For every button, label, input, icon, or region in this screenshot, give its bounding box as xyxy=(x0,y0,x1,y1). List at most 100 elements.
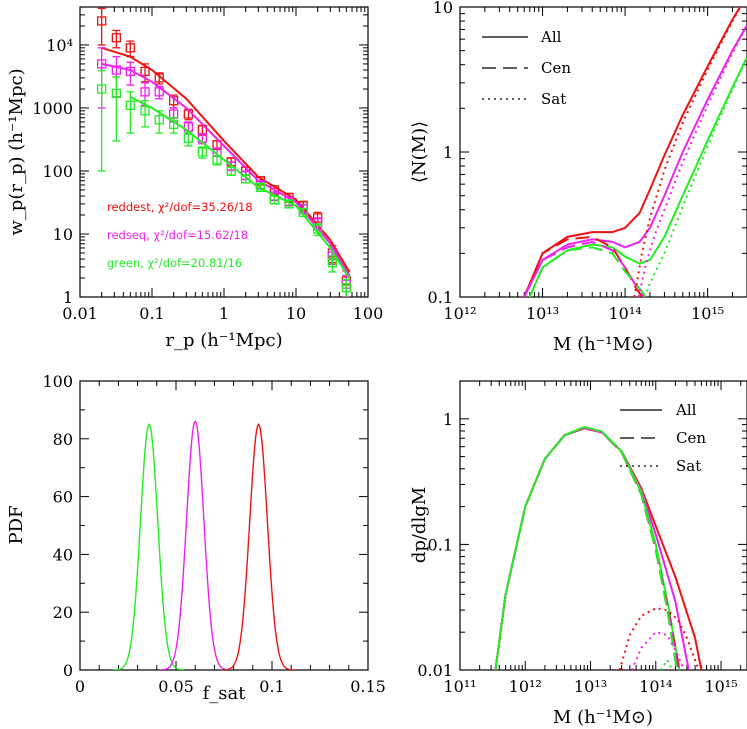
model-curve xyxy=(129,95,351,279)
y-tick-label: 40 xyxy=(53,545,73,564)
data-point xyxy=(97,59,107,69)
x-tick-label: 10¹³ xyxy=(574,677,607,696)
data-point xyxy=(341,283,351,293)
y-tick-label: 0.1 xyxy=(428,535,453,554)
wp-rp-panel: 0.01 0.1 1 10 100 1 10 100 1000 10⁴ reddest, χ²/do… xyxy=(6,6,383,351)
plot-frame xyxy=(79,6,369,298)
mass-curve xyxy=(494,427,681,670)
data-point xyxy=(125,100,135,110)
data-point xyxy=(241,174,251,184)
y-tick-label: 20 xyxy=(53,603,73,622)
mass-curve xyxy=(660,658,674,670)
plot-area xyxy=(97,7,351,297)
data-point xyxy=(269,195,279,205)
series-annotation: redseq, χ²/dof=15.62/18 xyxy=(107,228,248,242)
hod-curve xyxy=(643,56,747,297)
y-tick-label: 0.01 xyxy=(417,661,453,680)
y-tick-label: 80 xyxy=(53,430,73,449)
y-tick-label: 1000 xyxy=(32,99,73,118)
data-point xyxy=(140,66,150,77)
data-point xyxy=(97,16,107,26)
y-tick-label: 1 xyxy=(443,410,453,429)
hod-curve xyxy=(523,7,742,297)
x-tick-label: 1 xyxy=(219,304,229,323)
legend-label: All xyxy=(540,28,562,46)
data-point xyxy=(183,133,194,143)
data-point xyxy=(298,207,308,218)
y-axis-label: PDF xyxy=(6,505,27,544)
x-tick-label: 10¹⁵ xyxy=(691,304,724,323)
y-tick-label: 0 xyxy=(63,661,73,680)
x-tick-label: 0 xyxy=(75,677,85,696)
x-axis-label: f_sat xyxy=(203,683,247,704)
pdf-curve xyxy=(221,423,295,670)
mass-curve xyxy=(494,426,680,670)
y-axis-label: ⟨N(M)⟩ xyxy=(409,121,430,183)
data-point xyxy=(154,87,164,97)
mass-distribution-panel: 10¹¹ 10¹² 10¹³ 10¹⁴ 10¹⁵ 0.01 0.1 1 All Cen Sat M (… xyxy=(409,380,747,728)
y-axis-label: dp/dlgM xyxy=(409,487,430,563)
data-point xyxy=(169,119,179,129)
plot-area xyxy=(523,7,747,297)
x-tick-label: 10¹² xyxy=(509,677,542,696)
x-tick-label: 0.05 xyxy=(158,677,194,696)
data-point xyxy=(284,199,294,209)
mass-curve xyxy=(494,425,681,670)
legend-label: Cen xyxy=(676,429,706,447)
hod-curve xyxy=(633,7,742,297)
hod-curve xyxy=(637,24,747,297)
y-tick-label: 60 xyxy=(53,488,73,507)
legend-label: Sat xyxy=(676,457,701,475)
y-tick-label: 100 xyxy=(42,372,73,391)
data-point xyxy=(313,224,323,234)
data-point xyxy=(226,166,236,176)
x-tick-label: 10¹¹ xyxy=(443,677,476,696)
legend-label: Sat xyxy=(541,90,566,108)
data-point xyxy=(327,258,338,268)
x-tick-label: 10¹⁵ xyxy=(704,677,737,696)
hod-panel: 10¹² 10¹³ 10¹⁴ 10¹⁵ 0.1 1 10 All Cen Sat M (h⁻¹M⊙)… xyxy=(409,0,747,355)
plot-area xyxy=(494,425,703,670)
x-tick-label: 10¹² xyxy=(443,304,476,323)
data-point xyxy=(255,182,266,192)
mass-curve xyxy=(494,425,678,670)
legend-label: Cen xyxy=(541,59,571,77)
hod-curve xyxy=(523,240,645,297)
y-tick-label: 10 xyxy=(433,0,453,17)
x-tick-label: 10 xyxy=(286,304,306,323)
data-point xyxy=(154,73,164,83)
y-tick-label: 10 xyxy=(53,225,73,244)
data-point xyxy=(97,84,107,94)
pdf-curve xyxy=(112,423,185,670)
x-axis-label: r_p (h⁻¹Mpc) xyxy=(165,330,282,351)
x-tick-label: 0.01 xyxy=(62,304,98,323)
data-point xyxy=(197,147,207,157)
pdf-curve xyxy=(158,420,231,670)
x-axis-label: M (h⁻¹M⊙) xyxy=(553,334,653,355)
y-tick-label: 10⁴ xyxy=(46,36,73,55)
data-point xyxy=(154,115,164,125)
plot-area xyxy=(112,420,295,670)
data-point xyxy=(140,87,150,97)
fsat-pdf-panel: 0 0.05 0.1 0.15 0 20 40 60 80 100 f_sat PDF xyxy=(6,372,386,704)
plot-frame xyxy=(79,380,369,671)
plot-frame xyxy=(459,6,747,298)
model-curve xyxy=(101,62,351,276)
x-tick-label: 10¹³ xyxy=(526,304,559,323)
data-point xyxy=(125,43,135,53)
series-annotation: green, χ²/dof=20.81/16 xyxy=(107,256,242,270)
hod-curve xyxy=(523,24,747,297)
plot-frame xyxy=(459,380,747,671)
hod-curve xyxy=(528,246,647,297)
data-point xyxy=(111,88,122,99)
data-point xyxy=(212,155,222,165)
y-tick-label: 1 xyxy=(443,143,453,162)
series-annotation: reddest, χ²/dof=35.26/18 xyxy=(107,200,253,214)
data-point xyxy=(140,106,150,116)
data-point xyxy=(111,33,122,43)
x-axis-label: M (h⁻¹M⊙) xyxy=(553,707,653,728)
data-point xyxy=(111,65,122,75)
y-tick-label: 0.1 xyxy=(428,288,453,307)
x-tick-label: 10¹⁴ xyxy=(639,677,672,696)
